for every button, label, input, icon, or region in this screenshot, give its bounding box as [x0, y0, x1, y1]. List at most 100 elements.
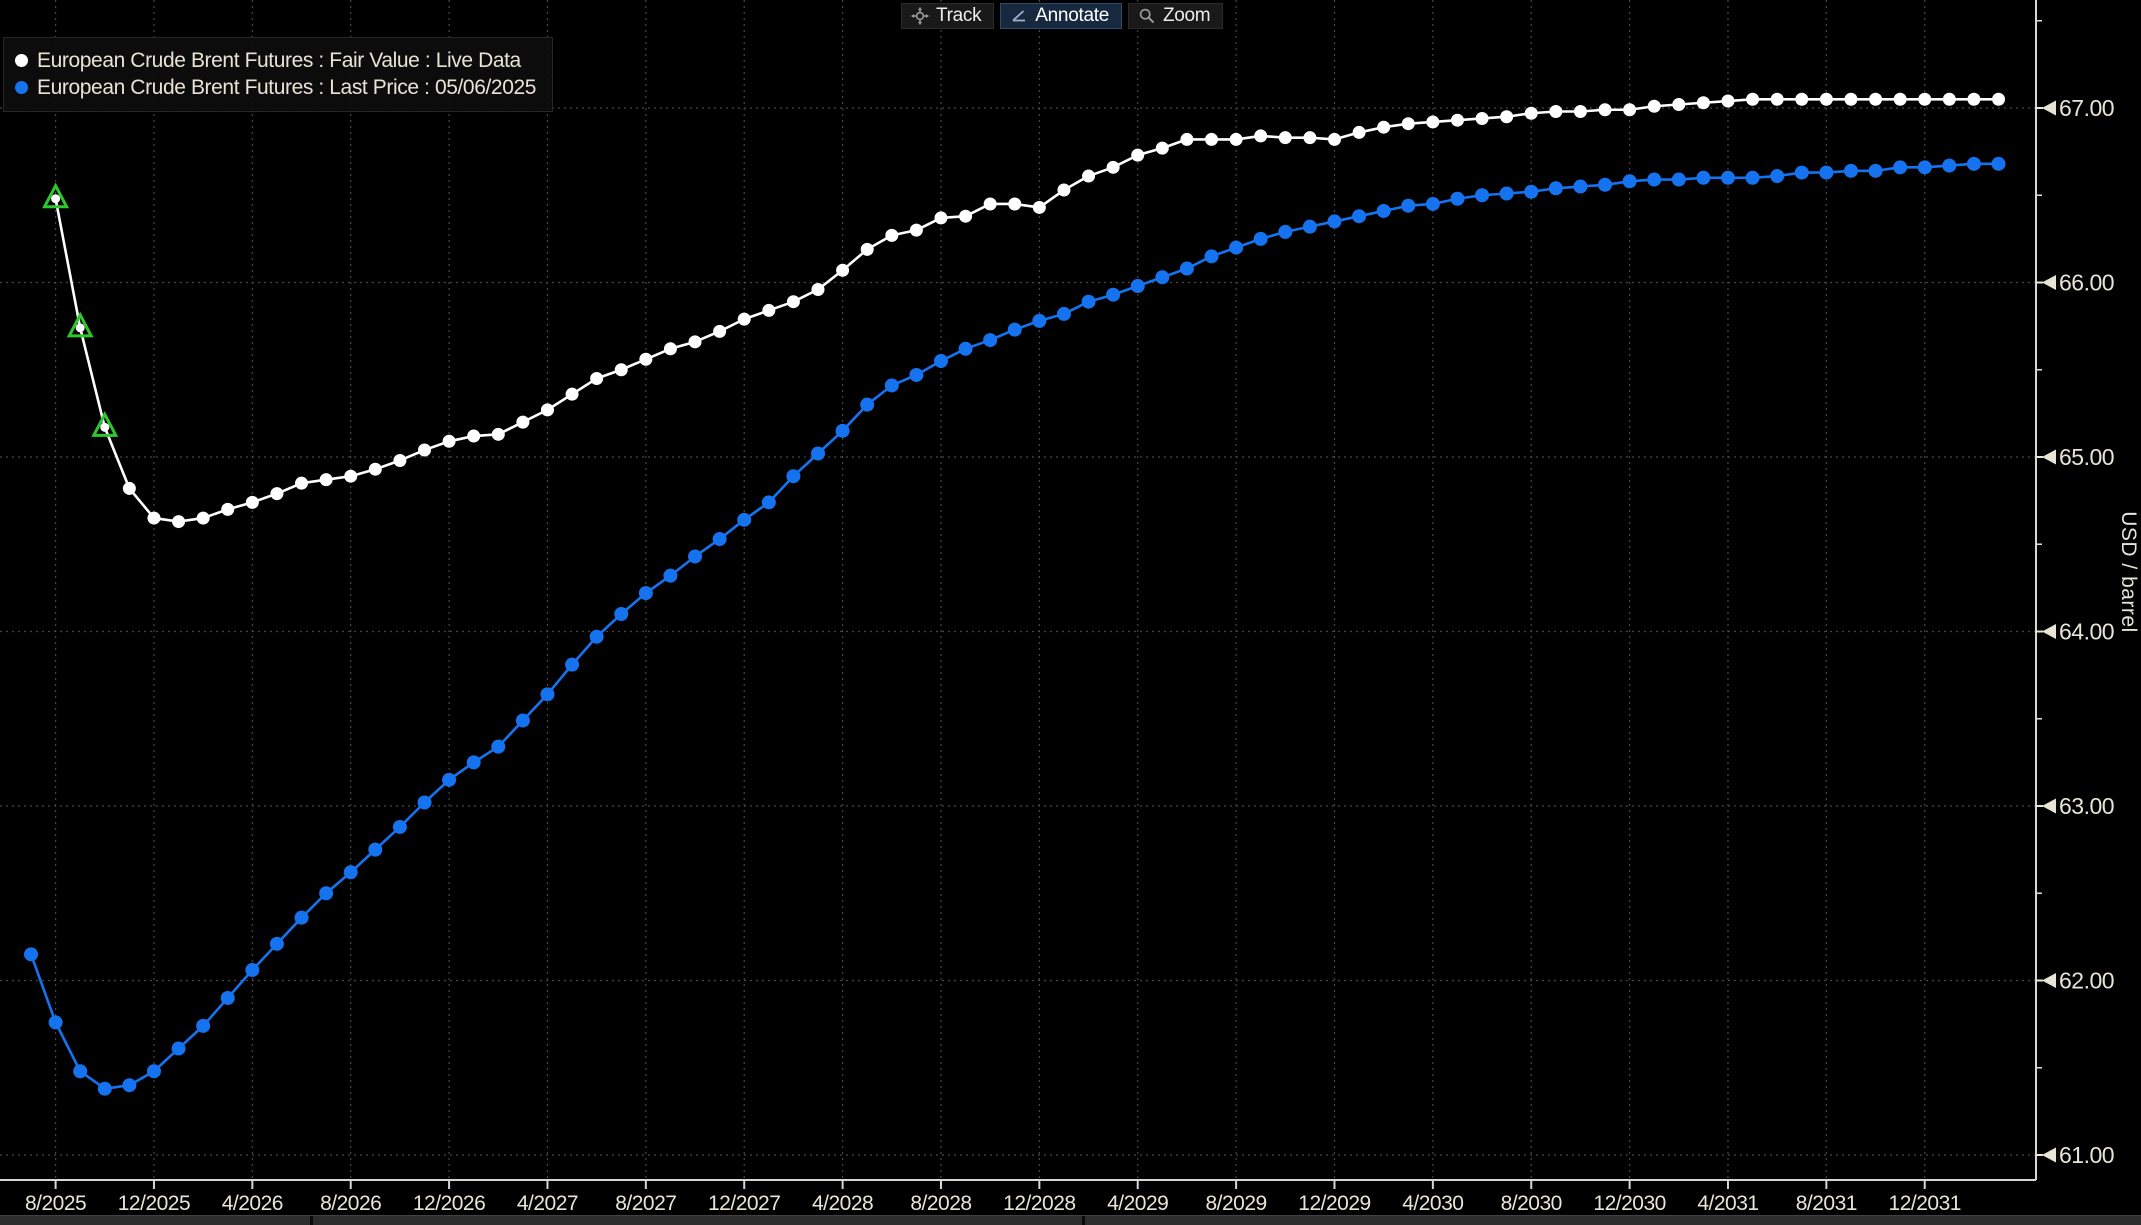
- data-point-marker[interactable]: [1819, 92, 1833, 106]
- data-point-marker[interactable]: [172, 515, 186, 529]
- data-point-marker[interactable]: [1868, 163, 1883, 178]
- data-point-marker[interactable]: [319, 886, 334, 901]
- data-point-marker[interactable]: [1205, 132, 1219, 146]
- data-point-marker[interactable]: [1106, 160, 1120, 174]
- legend-item-fair-value[interactable]: European Crude Brent Futures : Fair Valu…: [15, 47, 536, 74]
- data-point-marker[interactable]: [368, 842, 383, 857]
- data-point-marker[interactable]: [442, 434, 456, 448]
- data-point-marker[interactable]: [1696, 96, 1710, 110]
- data-point-marker[interactable]: [1524, 184, 1539, 199]
- data-point-marker[interactable]: [368, 462, 382, 476]
- data-point-marker[interactable]: [933, 354, 948, 369]
- data-point-marker[interactable]: [885, 228, 899, 242]
- data-point-marker[interactable]: [1696, 170, 1711, 185]
- data-point-marker[interactable]: [1893, 160, 1908, 175]
- data-point-marker[interactable]: [1721, 94, 1735, 108]
- data-point-marker[interactable]: [614, 363, 628, 377]
- data-point-marker[interactable]: [1991, 156, 2006, 171]
- data-point-marker[interactable]: [1549, 104, 1563, 118]
- data-point-marker[interactable]: [1254, 129, 1268, 143]
- data-point-marker[interactable]: [761, 495, 776, 510]
- data-point-marker[interactable]: [639, 352, 653, 366]
- data-point-marker[interactable]: [1425, 196, 1440, 211]
- data-point-marker[interactable]: [1992, 92, 2006, 106]
- data-point-marker[interactable]: [1918, 92, 1932, 106]
- data-point-marker[interactable]: [1131, 148, 1145, 162]
- data-point-marker[interactable]: [909, 223, 923, 237]
- data-point-marker[interactable]: [1180, 132, 1194, 146]
- data-point-marker[interactable]: [811, 446, 826, 461]
- data-point-marker[interactable]: [1229, 132, 1243, 146]
- data-point-marker[interactable]: [295, 476, 309, 490]
- data-point-marker[interactable]: [171, 1041, 186, 1056]
- zoom-button[interactable]: Zoom: [1127, 3, 1224, 29]
- data-point-marker[interactable]: [663, 568, 678, 583]
- data-point-marker[interactable]: [220, 990, 235, 1005]
- data-point-marker[interactable]: [1573, 179, 1588, 194]
- data-point-marker[interactable]: [100, 422, 110, 432]
- data-point-marker[interactable]: [1155, 270, 1170, 285]
- data-point-marker[interactable]: [1967, 92, 1981, 106]
- data-point-marker[interactable]: [73, 1064, 88, 1079]
- data-point-marker[interactable]: [515, 713, 530, 728]
- data-point-marker[interactable]: [221, 502, 235, 516]
- data-point-marker[interactable]: [1893, 92, 1907, 106]
- data-point-marker[interactable]: [1819, 165, 1834, 180]
- data-point-marker[interactable]: [1623, 103, 1637, 117]
- data-point-marker[interactable]: [392, 819, 407, 834]
- data-point-marker[interactable]: [1524, 106, 1538, 120]
- data-point-marker[interactable]: [343, 865, 358, 880]
- data-point-marker[interactable]: [1598, 103, 1612, 117]
- data-point-marker[interactable]: [638, 586, 653, 601]
- data-point-marker[interactable]: [737, 312, 751, 326]
- data-point-marker[interactable]: [1917, 160, 1932, 175]
- data-point-marker[interactable]: [51, 194, 61, 204]
- data-point-marker[interactable]: [344, 469, 358, 483]
- data-point-marker[interactable]: [147, 511, 161, 525]
- data-point-marker[interactable]: [75, 323, 85, 333]
- data-point-marker[interactable]: [614, 607, 629, 622]
- data-point-marker[interactable]: [884, 378, 899, 393]
- data-point-marker[interactable]: [590, 371, 604, 385]
- data-point-marker[interactable]: [983, 197, 997, 211]
- data-point-marker[interactable]: [1843, 163, 1858, 178]
- data-point-marker[interactable]: [1795, 92, 1809, 106]
- data-point-marker[interactable]: [245, 963, 260, 978]
- legend-item-last-price[interactable]: European Crude Brent Futures : Last Pric…: [15, 74, 536, 101]
- data-point-marker[interactable]: [1794, 165, 1809, 180]
- data-point-marker[interactable]: [786, 295, 800, 309]
- data-point-marker[interactable]: [1869, 92, 1883, 106]
- last-price-series[interactable]: [24, 156, 2006, 1096]
- data-point-marker[interactable]: [1548, 181, 1563, 196]
- data-point-marker[interactable]: [1155, 141, 1169, 155]
- data-point-marker[interactable]: [909, 367, 924, 382]
- data-point-marker[interactable]: [1450, 191, 1465, 206]
- data-point-marker[interactable]: [958, 341, 973, 356]
- data-point-marker[interactable]: [589, 629, 604, 644]
- data-point-marker[interactable]: [713, 324, 727, 338]
- data-point-marker[interactable]: [860, 397, 875, 412]
- data-point-marker[interactable]: [1499, 186, 1514, 201]
- data-point-marker[interactable]: [1770, 169, 1785, 184]
- data-point-marker[interactable]: [737, 512, 752, 527]
- data-point-marker[interactable]: [1770, 92, 1784, 106]
- data-point-marker[interactable]: [1647, 99, 1661, 113]
- data-point-marker[interactable]: [835, 423, 850, 438]
- data-point-marker[interactable]: [811, 282, 825, 296]
- data-point-marker[interactable]: [1327, 214, 1342, 229]
- data-point-marker[interactable]: [860, 242, 874, 256]
- data-point-marker[interactable]: [418, 443, 432, 457]
- data-point-marker[interactable]: [712, 532, 727, 547]
- data-point-marker[interactable]: [1376, 203, 1391, 218]
- data-point-marker[interactable]: [1745, 170, 1760, 185]
- data-point-marker[interactable]: [1007, 322, 1022, 337]
- data-point-marker[interactable]: [516, 415, 530, 429]
- data-point-marker[interactable]: [1672, 98, 1686, 112]
- data-point-marker[interactable]: [1401, 198, 1416, 213]
- data-point-marker[interactable]: [122, 1078, 137, 1093]
- data-point-marker[interactable]: [122, 481, 136, 495]
- data-point-marker[interactable]: [270, 487, 284, 501]
- data-point-marker[interactable]: [319, 473, 333, 487]
- data-point-marker[interactable]: [1401, 117, 1415, 131]
- data-point-marker[interactable]: [1352, 209, 1367, 224]
